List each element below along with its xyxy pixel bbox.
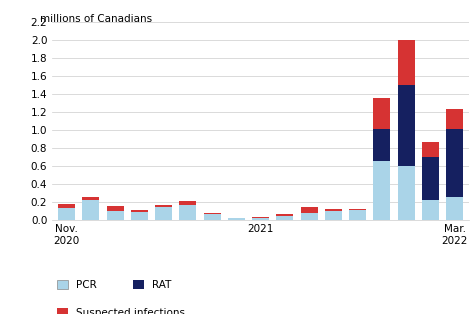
Bar (204, 213, 221, 214)
Bar (446, 197, 463, 220)
Bar (82, 197, 100, 200)
Bar (228, 218, 245, 220)
Bar (155, 204, 172, 207)
Bar (58, 203, 75, 208)
Bar (446, 109, 463, 129)
Bar (422, 200, 439, 220)
Bar (398, 40, 415, 85)
Bar (107, 211, 124, 220)
Legend: Suspected infections: Suspected infections (57, 308, 185, 314)
Bar (107, 206, 124, 211)
Bar (82, 200, 100, 220)
Bar (155, 207, 172, 220)
Bar (301, 213, 318, 220)
Bar (374, 129, 391, 161)
Bar (325, 209, 342, 211)
Bar (180, 204, 196, 220)
Text: millions of Canadians: millions of Canadians (40, 14, 153, 24)
Bar (422, 142, 439, 157)
Bar (325, 211, 342, 220)
Bar (180, 201, 196, 204)
Bar (276, 214, 293, 216)
Bar (204, 214, 221, 220)
Bar (58, 208, 75, 220)
Bar (349, 210, 366, 220)
Bar (374, 161, 391, 220)
Bar (131, 210, 148, 212)
Bar (301, 207, 318, 213)
Bar (276, 216, 293, 220)
Bar (398, 166, 415, 220)
Bar (349, 209, 366, 210)
Bar (374, 98, 391, 129)
Bar (446, 129, 463, 197)
Bar (131, 212, 148, 220)
Bar (252, 218, 269, 220)
Bar (252, 217, 269, 218)
Bar (422, 157, 439, 200)
Bar (398, 85, 415, 166)
